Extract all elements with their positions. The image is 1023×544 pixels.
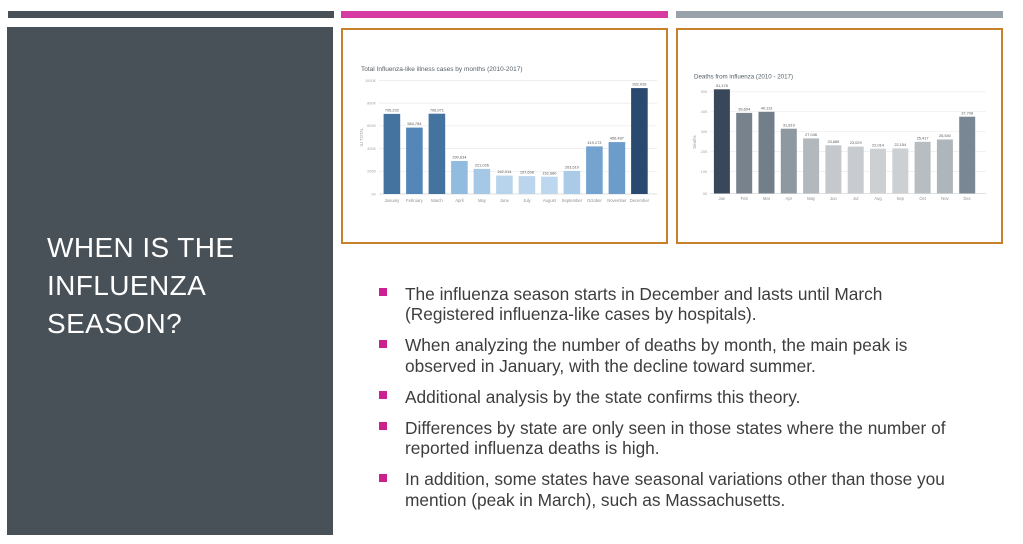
svg-text:Jan: Jan — [719, 196, 726, 201]
svg-text:July: July — [523, 198, 531, 203]
svg-text:November: November — [607, 198, 627, 203]
svg-text:31,819: 31,819 — [783, 122, 795, 127]
svg-text:932,028: 932,028 — [632, 82, 646, 87]
svg-text:152,680: 152,680 — [542, 170, 557, 175]
svg-text:1000K: 1000K — [365, 79, 376, 83]
svg-text:Aug: Aug — [874, 196, 882, 201]
svg-text:Sep: Sep — [897, 196, 905, 201]
svg-text:27,046: 27,046 — [805, 132, 817, 137]
svg-text:Apr: Apr — [786, 196, 793, 201]
svg-text:456,487: 456,487 — [610, 136, 624, 141]
svg-text:20K: 20K — [701, 150, 708, 154]
svg-text:January: January — [384, 198, 400, 203]
svg-text:Feb: Feb — [741, 196, 749, 201]
svg-text:25,417: 25,417 — [917, 135, 929, 140]
svg-text:Total Influenza-like illness c: Total Influenza-like illness cases by mo… — [361, 66, 523, 73]
svg-text:40,113: 40,113 — [761, 105, 773, 110]
svg-text:290,634: 290,634 — [452, 155, 467, 160]
svg-text:ILI TOTAL: ILI TOTAL — [359, 127, 364, 147]
svg-text:Mar: Mar — [763, 196, 771, 201]
svg-text:705,202: 705,202 — [385, 108, 399, 113]
svg-text:September: September — [562, 198, 583, 203]
svg-text:June: June — [500, 198, 510, 203]
svg-text:419,173: 419,173 — [587, 140, 601, 145]
svg-text:221,026: 221,026 — [475, 163, 489, 168]
svg-text:23,689: 23,689 — [827, 139, 839, 144]
svg-text:23,029: 23,029 — [850, 140, 862, 145]
svg-text:February: February — [406, 198, 424, 203]
svg-text:162,014: 162,014 — [497, 169, 512, 174]
svg-text:August: August — [543, 198, 557, 203]
svg-text:584,784: 584,784 — [407, 121, 422, 126]
svg-text:Oct: Oct — [919, 196, 926, 201]
svg-text:22,014: 22,014 — [872, 142, 885, 147]
svg-text:22,154: 22,154 — [894, 142, 907, 147]
svg-text:157,608: 157,608 — [520, 170, 534, 175]
svg-text:40K: 40K — [701, 110, 708, 114]
svg-text:0K: 0K — [371, 192, 376, 196]
svg-text:Deaths from influenza (2010 -: Deaths from influenza (2010 - 2017) — [694, 74, 793, 81]
svg-text:Nov: Nov — [941, 196, 949, 201]
svg-text:600K: 600K — [367, 124, 376, 128]
svg-text:400K: 400K — [367, 147, 376, 151]
svg-text:50K: 50K — [701, 90, 708, 94]
svg-text:Jun: Jun — [830, 196, 837, 201]
svg-text:203,510: 203,510 — [565, 165, 580, 170]
svg-text:December: December — [630, 198, 650, 203]
svg-text:26,540: 26,540 — [939, 133, 952, 138]
svg-text:706,971: 706,971 — [430, 107, 444, 112]
svg-text:200K: 200K — [367, 170, 376, 174]
svg-text:0K: 0K — [703, 192, 708, 196]
svg-text:Jul: Jul — [853, 196, 858, 201]
svg-text:39,604: 39,604 — [738, 107, 751, 112]
svg-text:May: May — [478, 198, 487, 203]
svg-text:30K: 30K — [701, 130, 708, 134]
svg-text:March: March — [431, 198, 443, 203]
svg-text:37,708: 37,708 — [961, 110, 973, 115]
svg-text:May: May — [807, 196, 816, 201]
svg-text:October: October — [587, 198, 603, 203]
svg-text:51,178: 51,178 — [716, 83, 728, 88]
svg-text:Dec: Dec — [963, 196, 970, 201]
svg-text:800K: 800K — [367, 102, 376, 106]
svg-text:April: April — [455, 198, 463, 203]
svg-text:10K: 10K — [701, 170, 708, 174]
svg-text:Deaths: Deaths — [692, 135, 697, 148]
